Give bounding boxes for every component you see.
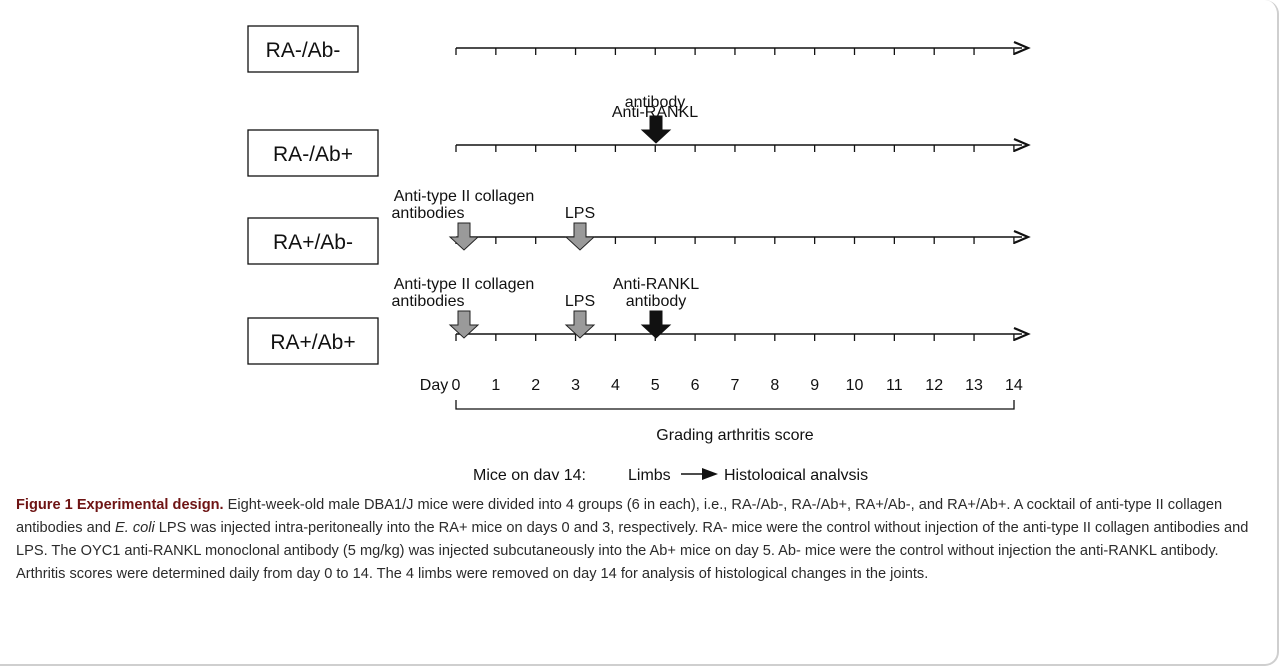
anti-collagen-label-line1: Anti-type II collagen xyxy=(394,188,535,205)
group-label: RA-/Ab+ xyxy=(273,143,353,166)
lps-label: LPS xyxy=(565,293,595,310)
footer-prefix: Mice on day 14: xyxy=(473,467,586,480)
day-number: 5 xyxy=(651,377,660,394)
day-number: 1 xyxy=(491,377,500,394)
day-axis-label: Day xyxy=(420,377,448,394)
day-number: 7 xyxy=(730,377,739,394)
score-bracket xyxy=(456,400,1014,409)
anti-rankl-label-line2: antibody xyxy=(625,94,686,111)
caption-text-b: LPS was injected intra-peritoneally into… xyxy=(16,520,1248,582)
day-number: 0 xyxy=(452,377,461,394)
caption-italic: E. coli xyxy=(115,520,155,536)
day-number: 2 xyxy=(531,377,540,394)
collagen-arrow xyxy=(450,223,478,250)
footer-limbs: Limbs xyxy=(628,467,671,480)
group-label: RA+/Ab+ xyxy=(270,331,355,354)
day-number: 13 xyxy=(965,377,983,394)
day-number: 12 xyxy=(925,377,943,394)
lps-arrow xyxy=(566,223,594,250)
footer-analysis: Histological analysis xyxy=(724,467,868,480)
footer-arrow-head xyxy=(702,468,718,480)
anti-rankl-label-line1: Anti-RANKL xyxy=(613,276,699,293)
day-number: 9 xyxy=(810,377,819,394)
experimental-design-diagram: RA-/Ab- RA-/Ab+ RA+/Ab- RA+/Ab+ Anti-RAN… xyxy=(0,0,1282,480)
day-number: 8 xyxy=(770,377,779,394)
anti-collagen-label-line2: antibodies xyxy=(392,205,465,222)
day-number: 11 xyxy=(886,377,903,394)
anti-rankl-label-line2: antibody xyxy=(626,293,687,310)
day-number: 6 xyxy=(691,377,700,394)
day-number: 4 xyxy=(611,377,620,394)
figure-caption: Figure 1 Experimental design. Eight-week… xyxy=(16,494,1264,586)
group-label: RA-/Ab- xyxy=(266,39,341,62)
day-number: 10 xyxy=(846,377,864,394)
bracket-label: Grading arthritis score xyxy=(656,427,813,444)
anti-collagen-label-line2: antibodies xyxy=(392,293,465,310)
caption-title: Figure 1 Experimental design. xyxy=(16,497,224,513)
day-number: 3 xyxy=(571,377,580,394)
day-number: 14 xyxy=(1005,377,1023,394)
anti-collagen-label-line1: Anti-type II collagen xyxy=(394,276,535,293)
group-label: RA+/Ab- xyxy=(273,231,353,254)
lps-label: LPS xyxy=(565,205,595,222)
